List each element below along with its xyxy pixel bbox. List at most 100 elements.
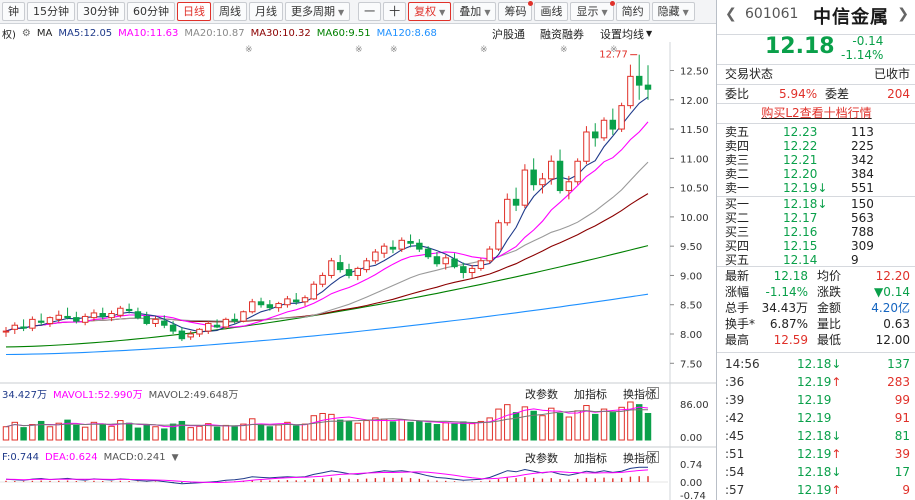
- volume-bar: [407, 421, 414, 441]
- bid-volume: 788: [851, 225, 874, 239]
- volume-bar: [477, 420, 485, 441]
- draw-line-button[interactable]: 画线: [534, 2, 569, 21]
- close-icon[interactable]: ✕: [647, 451, 659, 463]
- volume-bar: [433, 424, 441, 441]
- fuquan-label: 复权: [414, 5, 437, 18]
- display-dropdown[interactable]: 显示 ▼: [570, 1, 615, 21]
- candle-body: [468, 267, 476, 274]
- candle-body: [143, 315, 150, 324]
- overlay-dropdown[interactable]: 叠加 ▼: [453, 2, 497, 21]
- period-monthly-button[interactable]: 月线: [249, 2, 283, 21]
- chevron-down-icon: ▼: [682, 8, 689, 17]
- bid-volume: 9: [851, 253, 859, 267]
- gear-icon[interactable]: ⚙: [21, 28, 31, 39]
- volume-bar: [363, 420, 370, 441]
- price-axis-tick: 10.00: [680, 213, 709, 224]
- ask-level-label: 卖一: [725, 181, 750, 195]
- period-1min-button[interactable]: 钟: [2, 2, 25, 21]
- volume-bar: [29, 424, 36, 441]
- dea-value: DEA:0.624: [44, 452, 98, 463]
- candle-body: [407, 240, 414, 244]
- add-indicator-button[interactable]: 加指标: [574, 387, 607, 401]
- l2-upgrade-text: 购买L2查看十档行情: [761, 106, 872, 120]
- fuquan-dropdown[interactable]: 复权 ▼: [408, 2, 452, 21]
- hide-dropdown[interactable]: 隐藏 ▼: [651, 2, 695, 21]
- chips-button[interactable]: 筹码: [498, 1, 534, 21]
- more-periods-dropdown[interactable]: 更多周期 ▼: [285, 2, 351, 21]
- ask-level-label: 卖五: [725, 125, 750, 139]
- stock-name: 中信金属: [813, 7, 889, 28]
- volume-bar: [328, 413, 335, 441]
- price-change-pct: -1.14%: [841, 48, 884, 62]
- ma-settings-dropdown[interactable]: 设置均线 ▼: [600, 25, 652, 42]
- period-weekly-button[interactable]: 周线: [213, 2, 247, 21]
- candle-body: [372, 251, 379, 262]
- ma10-line: [5, 121, 649, 332]
- price-axis-tick: 12.50: [680, 66, 709, 77]
- kline-chart[interactable]: 12.50 12.00 11.50 11.00 10.50 10.00 9.50 9.00 8.…: [0, 42, 716, 500]
- chevron-down-icon[interactable]: ▼: [171, 452, 179, 463]
- hide-label: 隐藏: [657, 5, 680, 18]
- margin-trading-link[interactable]: 融资融券: [540, 27, 584, 41]
- stat-label: 金额: [817, 301, 842, 315]
- bid-price: 12.15: [783, 239, 818, 253]
- l2-upgrade-link[interactable]: 购买L2查看十档行情: [717, 105, 915, 121]
- tick-time: :45: [725, 429, 745, 443]
- candle-body: [187, 333, 194, 338]
- volume-axis-tick: 86.00: [680, 400, 709, 411]
- volume-value: 34.427万: [2, 390, 47, 401]
- ma20-value: MA20:10.87: [184, 28, 245, 39]
- bid-row: 买二 12.17 563: [717, 211, 915, 225]
- tick-time: :54: [725, 465, 745, 479]
- period-15min-button[interactable]: 15分钟: [27, 2, 75, 21]
- ask-price: 12.22: [783, 139, 818, 153]
- volume-bar: [152, 426, 159, 441]
- candle-body: [169, 324, 177, 332]
- candle-body: [530, 169, 537, 186]
- zoom-out-button[interactable]: 一: [358, 2, 382, 21]
- stat-value: 12.59: [773, 333, 808, 347]
- candle-body: [600, 119, 608, 139]
- edit-params-button[interactable]: 改参数: [525, 451, 558, 465]
- candle-body: [319, 274, 326, 285]
- period-60min-button[interactable]: 60分钟: [127, 2, 175, 21]
- ask-level-label: 卖四: [725, 139, 750, 153]
- chips-label: 筹码: [504, 5, 527, 18]
- candle-body: [627, 75, 634, 107]
- high-price-label: 12.77: [599, 50, 628, 61]
- candle-body: [565, 181, 573, 192]
- tick-price: 12.19: [797, 393, 832, 407]
- bid-level-label: 买二: [725, 211, 750, 225]
- chevron-down-icon: ▼: [484, 8, 491, 17]
- period-daily-button[interactable]: 日线: [177, 2, 211, 21]
- chevron-down-icon: ▼: [338, 8, 345, 17]
- period-30min-button[interactable]: 30分钟: [77, 2, 125, 21]
- ma-label: MA: [36, 28, 53, 39]
- tick-price: 12.18↓: [797, 465, 842, 479]
- volume-bar: [504, 404, 511, 441]
- mavol1-line: [5, 406, 649, 428]
- volume-bar: [117, 420, 124, 441]
- tick-row: :57 12.19↑ 9: [717, 481, 915, 499]
- ask-row: 卖五 12.23 113: [717, 125, 915, 139]
- ask-price: 12.23: [783, 125, 818, 139]
- stat-row: 最高 12.59 最低 12.00: [717, 332, 915, 348]
- candle-body: [512, 198, 520, 206]
- ma30-value: MA30:10.32: [250, 28, 311, 39]
- add-indicator-button[interactable]: 加指标: [574, 451, 607, 465]
- simple-mode-button[interactable]: 简约: [615, 2, 650, 21]
- volume-bar: [345, 420, 353, 441]
- volume-bar: [618, 406, 625, 441]
- candle-body: [178, 330, 186, 340]
- next-stock-icon[interactable]: ❯: [897, 6, 909, 22]
- close-icon[interactable]: ✕: [647, 387, 659, 399]
- zoom-in-button[interactable]: 十: [383, 2, 407, 21]
- overlay-label: 叠加: [459, 5, 482, 18]
- hugutong-link[interactable]: 沪股通: [492, 27, 525, 41]
- edit-params-button[interactable]: 改参数: [525, 387, 558, 401]
- prev-stock-icon[interactable]: ❮: [725, 6, 737, 22]
- candle-body: [521, 169, 529, 206]
- volume-bar: [292, 425, 300, 441]
- volume-bar: [310, 415, 318, 441]
- ask-level-label: 卖三: [725, 153, 750, 167]
